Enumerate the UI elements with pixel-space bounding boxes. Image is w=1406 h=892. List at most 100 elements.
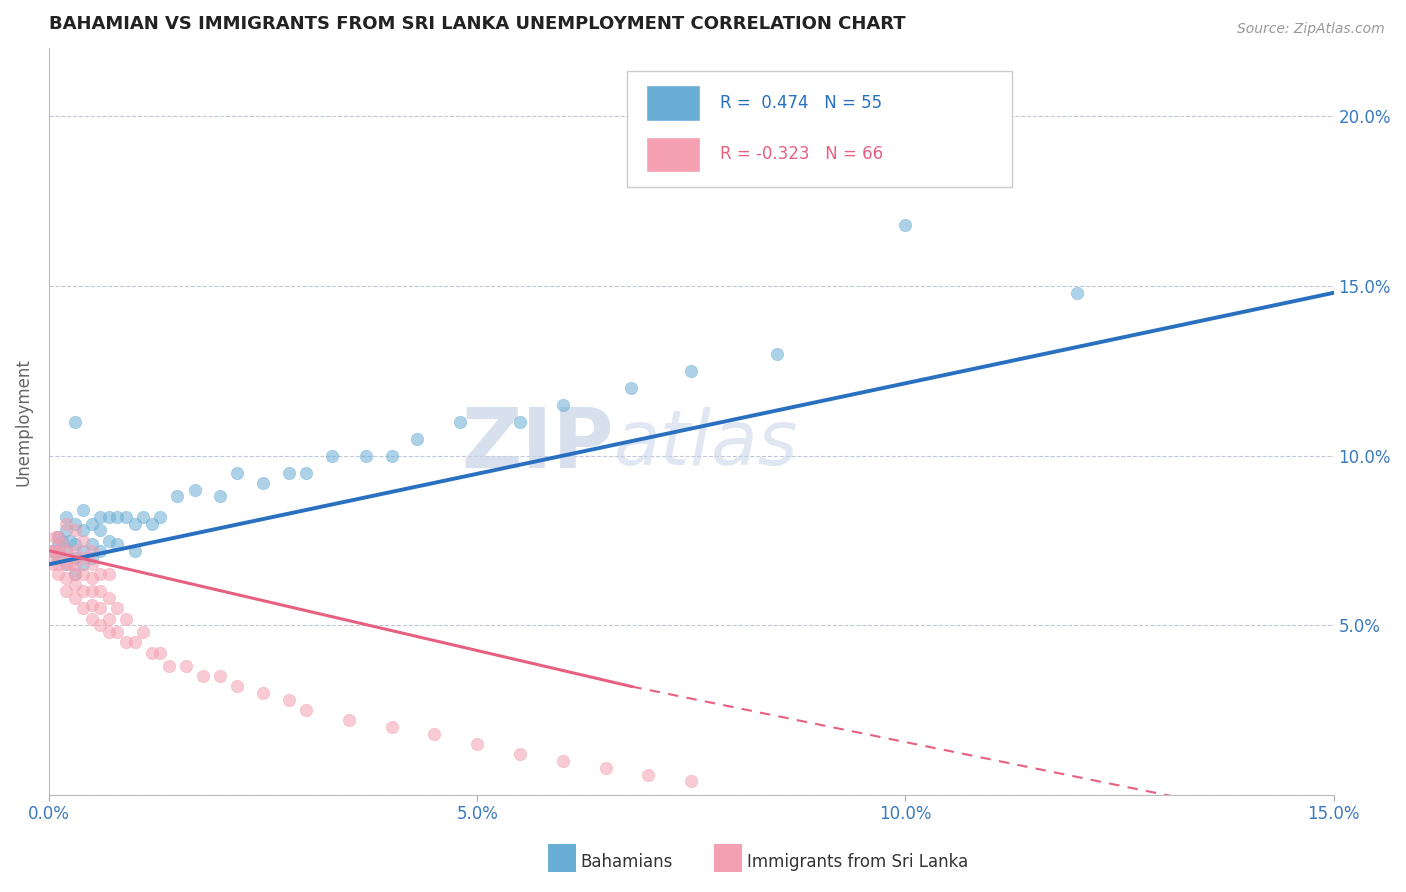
- Point: [551, 398, 574, 412]
- Point: [209, 669, 232, 683]
- Point: [894, 218, 917, 232]
- Point: [149, 509, 172, 524]
- Point: [55, 516, 77, 531]
- Point: [115, 509, 138, 524]
- Point: [89, 618, 111, 632]
- Y-axis label: Unemployment: Unemployment: [15, 358, 32, 485]
- Point: [63, 543, 86, 558]
- Point: [149, 646, 172, 660]
- Point: [295, 466, 318, 480]
- Point: [80, 543, 103, 558]
- Text: R =  0.474   N = 55: R = 0.474 N = 55: [720, 95, 882, 112]
- Point: [42, 543, 65, 558]
- Point: [620, 381, 643, 395]
- Point: [80, 598, 103, 612]
- Point: [55, 571, 77, 585]
- Point: [423, 727, 446, 741]
- Point: [337, 714, 360, 728]
- Point: [55, 558, 77, 572]
- Text: ZIP: ZIP: [461, 404, 614, 484]
- Point: [72, 601, 94, 615]
- Point: [72, 503, 94, 517]
- Point: [89, 543, 111, 558]
- Point: [97, 567, 120, 582]
- Point: [132, 509, 155, 524]
- Point: [59, 533, 82, 548]
- Point: [97, 509, 120, 524]
- Point: [551, 754, 574, 768]
- Point: [46, 558, 69, 572]
- Point: [55, 543, 77, 558]
- Point: [63, 524, 86, 538]
- Point: [46, 567, 69, 582]
- Point: [97, 533, 120, 548]
- Point: [72, 558, 94, 572]
- Point: [107, 537, 129, 551]
- Point: [681, 364, 703, 378]
- Point: [97, 611, 120, 625]
- FancyBboxPatch shape: [647, 136, 700, 172]
- Point: [63, 591, 86, 606]
- Point: [46, 550, 69, 565]
- Point: [63, 550, 86, 565]
- Point: [44, 530, 66, 544]
- Point: [766, 347, 789, 361]
- Point: [295, 703, 318, 717]
- Point: [55, 543, 77, 558]
- Point: [252, 686, 274, 700]
- Point: [59, 558, 82, 572]
- Point: [141, 646, 163, 660]
- Point: [209, 490, 232, 504]
- Text: Immigrants from Sri Lanka: Immigrants from Sri Lanka: [747, 853, 967, 871]
- Point: [89, 601, 111, 615]
- Point: [72, 584, 94, 599]
- Point: [46, 543, 69, 558]
- Point: [80, 537, 103, 551]
- Point: [141, 516, 163, 531]
- Point: [166, 490, 188, 504]
- Point: [80, 584, 103, 599]
- Point: [46, 530, 69, 544]
- Point: [72, 550, 94, 565]
- Point: [449, 415, 471, 429]
- FancyBboxPatch shape: [647, 86, 700, 121]
- Point: [277, 466, 299, 480]
- Point: [124, 516, 146, 531]
- Point: [46, 530, 69, 544]
- Point: [80, 558, 103, 572]
- Point: [509, 415, 531, 429]
- Point: [107, 509, 129, 524]
- Point: [380, 449, 402, 463]
- Text: atlas: atlas: [614, 407, 799, 481]
- Point: [465, 737, 488, 751]
- Point: [157, 659, 180, 673]
- Point: [80, 611, 103, 625]
- Point: [48, 550, 70, 565]
- Point: [97, 625, 120, 640]
- Point: [115, 611, 138, 625]
- Point: [72, 533, 94, 548]
- Point: [321, 449, 343, 463]
- Point: [42, 558, 65, 572]
- Point: [89, 584, 111, 599]
- Text: Source: ZipAtlas.com: Source: ZipAtlas.com: [1237, 22, 1385, 37]
- Text: BAHAMIAN VS IMMIGRANTS FROM SRI LANKA UNEMPLOYMENT CORRELATION CHART: BAHAMIAN VS IMMIGRANTS FROM SRI LANKA UN…: [49, 15, 905, 33]
- Text: Bahamians: Bahamians: [581, 853, 673, 871]
- Point: [89, 509, 111, 524]
- Point: [115, 635, 138, 649]
- Point: [174, 659, 197, 673]
- Point: [107, 625, 129, 640]
- Point: [97, 591, 120, 606]
- Point: [55, 584, 77, 599]
- Point: [63, 415, 86, 429]
- Point: [51, 533, 73, 548]
- Point: [252, 475, 274, 490]
- Point: [681, 774, 703, 789]
- FancyBboxPatch shape: [627, 70, 1012, 186]
- Point: [191, 669, 214, 683]
- Point: [63, 558, 86, 572]
- Point: [183, 483, 205, 497]
- Point: [132, 625, 155, 640]
- Point: [80, 571, 103, 585]
- Point: [55, 524, 77, 538]
